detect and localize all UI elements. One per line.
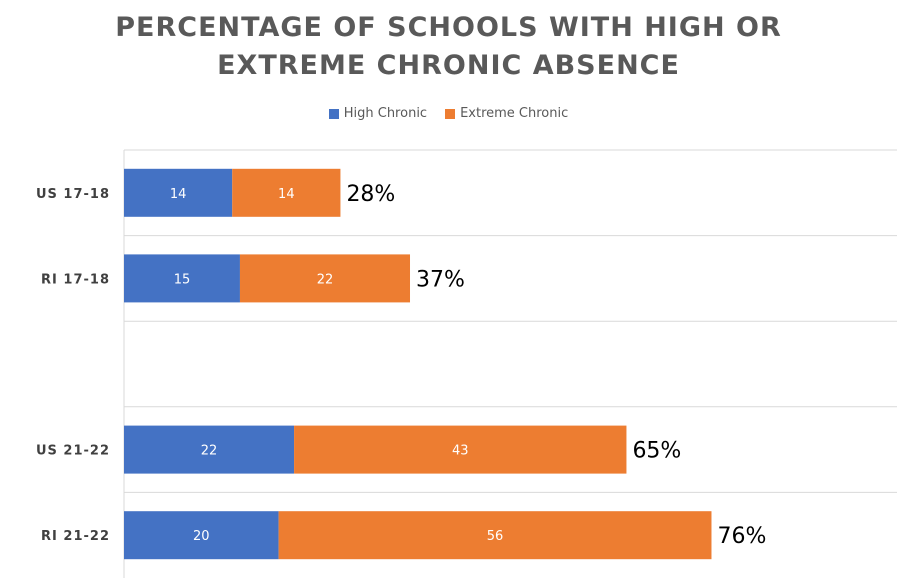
bar-extreme-chronic — [239, 254, 411, 303]
chart-title-line-1: PERCENTAGE OF SCHOOLS WITH HIGH OR — [115, 12, 782, 43]
bar-high-chronic — [124, 168, 233, 217]
data-label-extreme-chronic: 22 — [317, 272, 334, 287]
data-label-high-chronic: 22 — [201, 444, 218, 459]
chart-title-line-2: EXTREME CHRONIC ABSENCE — [217, 50, 680, 81]
category-label: US 17-18 — [36, 187, 110, 202]
legend-item-high-chronic: High Chronic — [328, 106, 428, 121]
category-label: RI 21-22 — [41, 529, 110, 544]
data-label-extreme-chronic: 14 — [278, 187, 295, 202]
bar-high-chronic — [124, 425, 295, 474]
total-label: 76% — [717, 524, 766, 549]
bar-high-chronic — [124, 254, 240, 303]
total-label: 65% — [632, 439, 681, 464]
legend-label-high-chronic: High Chronic — [343, 106, 428, 121]
category-label: RI 17-18 — [41, 272, 110, 287]
bar-extreme-chronic — [294, 425, 627, 474]
total-label: 37% — [416, 267, 465, 292]
bar-high-chronic — [124, 511, 279, 560]
chart-legend: High Chronic Extreme Chronic — [0, 106, 897, 121]
legend-label-extreme-chronic: Extreme Chronic — [460, 106, 569, 121]
data-label-high-chronic: 14 — [170, 187, 187, 202]
data-label-high-chronic: 20 — [193, 529, 210, 544]
data-label-extreme-chronic: 56 — [487, 529, 504, 544]
category-label: US 21-22 — [36, 444, 110, 459]
legend-swatch-high-chronic — [328, 108, 339, 119]
legend-item-extreme-chronic: Extreme Chronic — [445, 106, 568, 121]
total-label: 28% — [346, 182, 395, 207]
data-label-high-chronic: 15 — [174, 272, 191, 287]
bar-extreme-chronic — [232, 168, 341, 217]
legend-swatch-extreme-chronic — [445, 108, 456, 119]
data-label-extreme-chronic: 43 — [452, 444, 469, 459]
bar-extreme-chronic — [278, 511, 712, 560]
